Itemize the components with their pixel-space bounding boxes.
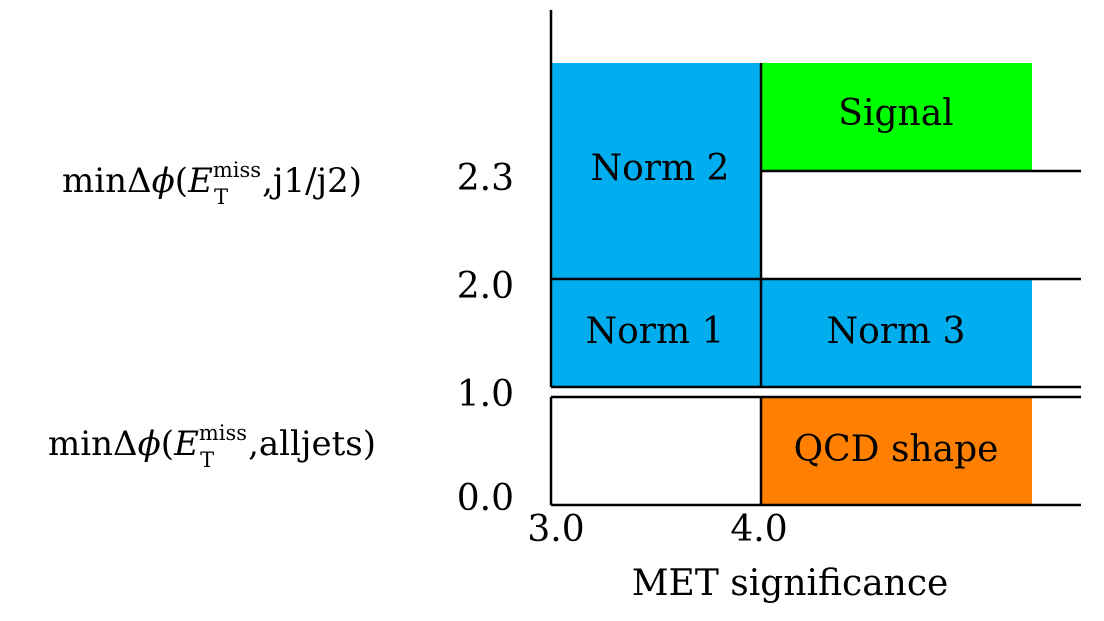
x-tick-4.0: 4.0 [730,509,787,550]
lower-dphi-label: minΔϕ(Emiss T ,alljets) [48,421,376,472]
x-tick-3.0: 3.0 [527,509,584,550]
norm3-region [761,279,1032,387]
x-axis-title: MET significance [632,563,949,604]
y-tick-2.3: 2.3 [457,158,514,199]
norm1-label: Norm 1 [586,311,725,352]
norm2-label: Norm 2 [591,148,730,189]
norm1-region [551,279,761,387]
y-tick-1.0: 1.0 [457,374,514,415]
qcd-shape-region [761,397,1032,505]
upper-dphi-label: minΔϕ(Emiss T ,j1/j2) [62,158,362,209]
signal-label: Signal [838,93,953,134]
y-tick-2.0: 2.0 [457,266,514,307]
y-tick-0.0: 0.0 [457,478,514,519]
norm3-label: Norm 3 [827,311,966,352]
norm2-region [551,63,761,278]
signal-region [761,63,1032,171]
qcd-shape-label: QCD shape [794,429,999,470]
